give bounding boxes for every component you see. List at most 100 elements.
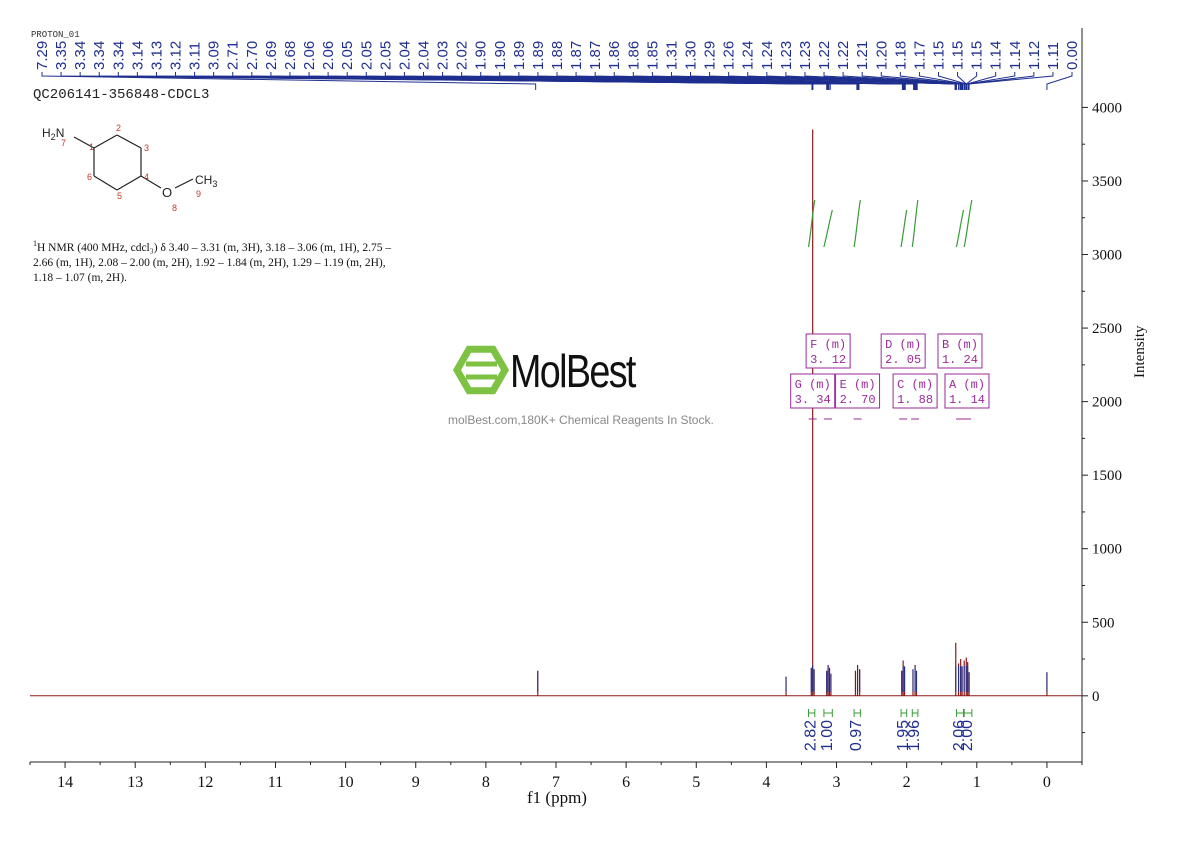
- y-tick-label: 3500: [1092, 174, 1122, 190]
- peak-label: 3.14: [129, 41, 146, 70]
- peak-label: 1.11: [1045, 42, 1062, 70]
- x-tick-label: 7: [552, 774, 560, 791]
- multiplet-box: [790, 373, 836, 409]
- peak-label: 3.09: [206, 41, 223, 70]
- y-tick-label: 3000: [1092, 248, 1122, 264]
- peak-label-leader: [968, 72, 1054, 90]
- peak-label: 2.06: [320, 41, 337, 70]
- peak-label: 2.04: [396, 41, 413, 70]
- multiplet-box: [944, 373, 990, 409]
- peak-label: 1.22: [835, 41, 852, 70]
- peak-label: 1.89: [511, 41, 528, 70]
- integral-curve: [963, 199, 973, 248]
- amine-h: H: [42, 126, 51, 140]
- x-tick-label: 14: [57, 774, 73, 791]
- y-tick-label: 4000: [1092, 100, 1122, 116]
- integral-labels: 2.82 1.00 0.97 1.951.96 2.062.00: [803, 720, 976, 751]
- peak-label: 2.70: [244, 41, 261, 70]
- multiplet-label: C (m): [897, 378, 933, 392]
- atom-number: 4: [144, 172, 149, 182]
- peak-label: 1.18: [892, 41, 909, 70]
- atom-number: 8: [172, 203, 177, 213]
- nmr-superscript: 1: [33, 239, 37, 248]
- y-tick-label: 500: [1092, 615, 1115, 631]
- amine-sub: 2: [51, 132, 56, 142]
- peak-label: 3.34: [72, 41, 89, 70]
- axes: 14 13 12 11 10 9 8 7 6 5 4 3 2 1 005001000150020002500…: [29, 28, 1122, 791]
- peak-label: 2.06: [301, 41, 318, 70]
- peak-label: 1.29: [702, 41, 719, 70]
- peak-label: 2.02: [454, 41, 471, 70]
- peak-label: 1.14: [988, 41, 1005, 70]
- peak-label: 1.88: [549, 41, 566, 70]
- watermark-logo-icon: [452, 345, 510, 395]
- watermark-tagline: molBest.com,180K+ Chemical Reagents In S…: [448, 413, 714, 427]
- amine-n: N: [56, 126, 65, 140]
- chart-title: QC206141-356848-CDCL3: [33, 87, 210, 103]
- x-tick-label: 13: [127, 774, 143, 791]
- peak-label: 1.90: [473, 41, 490, 70]
- integral-curves: [807, 199, 973, 717]
- atom-number: 3: [144, 143, 149, 153]
- x-tick-label: 1: [973, 774, 981, 791]
- multiplet-box: [892, 373, 938, 409]
- spectrum-trace: [30, 129, 1082, 697]
- multiplet-label: D (m): [885, 338, 921, 352]
- peak-label: 1.87: [587, 41, 604, 70]
- molecule-structure: [73, 134, 194, 191]
- peak-label: 1.14: [1007, 41, 1024, 70]
- peak-label: 2.04: [415, 41, 432, 70]
- x-tick-label: 10: [338, 774, 354, 791]
- experiment-label: PROTON_01: [31, 30, 80, 40]
- multiplet-shift: 1. 14: [949, 393, 985, 407]
- oxygen-atom-label: O: [162, 185, 172, 200]
- integral-curve: [900, 209, 908, 248]
- multiplet-box: [880, 333, 926, 369]
- peak-label: 1.15: [969, 41, 986, 70]
- x-tick-label: 12: [197, 774, 213, 791]
- peak-label-leader: [861, 72, 963, 90]
- peak-label: 3.12: [168, 41, 185, 70]
- atom-number: 6: [87, 172, 92, 182]
- peak-label-leader: [966, 72, 1016, 90]
- integral-value: 1.96: [906, 720, 923, 751]
- x-tick-label: 11: [268, 774, 283, 791]
- integral-value: 2.06: [951, 720, 968, 751]
- integral-value: 1.95: [895, 720, 912, 751]
- peak-label-leader: [41, 72, 537, 90]
- peak-label-leader: [651, 72, 918, 90]
- multiplet-shift: 1. 24: [942, 353, 978, 367]
- peak-label: 1.90: [492, 41, 509, 70]
- multiplet-shift: 2. 05: [885, 353, 921, 367]
- integral-value: 2.82: [803, 720, 820, 751]
- peak-label: 2.05: [377, 41, 394, 70]
- multiplet-label: G (m): [795, 378, 831, 392]
- x-tick-label: 9: [412, 774, 420, 791]
- multiplet-box: [835, 373, 881, 409]
- peak-label: 3.34: [91, 41, 108, 70]
- integral-value: 2.00: [959, 720, 976, 751]
- peak-label: 3.13: [148, 41, 165, 70]
- integral-curve: [955, 209, 965, 248]
- multiplet-box: [805, 333, 851, 369]
- peak-label: 1.31: [663, 41, 680, 70]
- x-tick-label: 6: [622, 774, 630, 791]
- integral-curve: [823, 209, 833, 248]
- peak-labels: 7.29 3.35 3.34 3.34 3.34 3.14 3.13 3.12 3.11 3.09…: [34, 41, 1081, 90]
- watermark-brand: MolBest: [510, 345, 636, 397]
- y-tick-label: 2000: [1092, 395, 1122, 411]
- x-tick-label: 8: [482, 774, 490, 791]
- multiplet-label: B (m): [942, 338, 978, 352]
- peak-label: 3.11: [187, 42, 204, 70]
- peak-label: 1.85: [644, 41, 661, 70]
- peak-label: 7.29: [34, 41, 51, 70]
- amine-group-label: H2N: [42, 126, 64, 142]
- x-tick-label: 0: [1043, 774, 1051, 791]
- peak-label-leader: [880, 72, 964, 90]
- integral-curve: [807, 199, 816, 248]
- x-tick-label: 4: [762, 774, 770, 791]
- atom-number: 1: [89, 142, 94, 152]
- multiplet-shift: 1. 88: [897, 393, 933, 407]
- integral-curve: [911, 199, 919, 248]
